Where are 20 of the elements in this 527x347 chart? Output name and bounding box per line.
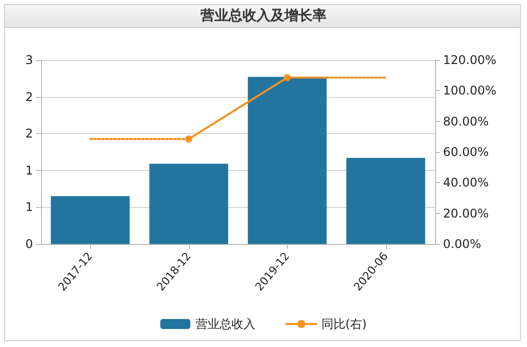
y-tick-label: 2 xyxy=(25,90,33,104)
y2-tick-label: 20.00% xyxy=(443,206,489,220)
y2-tick-label: 120.00% xyxy=(443,53,496,67)
y-tick-label: 1 xyxy=(25,200,33,214)
bar xyxy=(346,158,426,244)
legend-label: 同比(右) xyxy=(321,317,367,331)
y2-tick-label: 40.00% xyxy=(443,176,489,190)
bar xyxy=(149,164,228,244)
y2-tick-label: 100.00% xyxy=(443,84,496,98)
y2-tick-label: 80.00% xyxy=(443,114,489,128)
y-tick-label: 0 xyxy=(25,237,33,251)
legend-label: 营业总收入 xyxy=(195,317,256,331)
y2-tick-label: 0.00% xyxy=(443,237,482,251)
y-tick-label: 2 xyxy=(25,126,33,141)
chart-title: 营业总收入及增长率 xyxy=(200,7,326,24)
y-tick-label: 3 xyxy=(25,53,33,67)
y2-tick-label: 60.00% xyxy=(443,145,489,159)
bar xyxy=(248,76,327,244)
y-tick-label: 1 xyxy=(25,163,33,178)
bar xyxy=(50,196,130,244)
